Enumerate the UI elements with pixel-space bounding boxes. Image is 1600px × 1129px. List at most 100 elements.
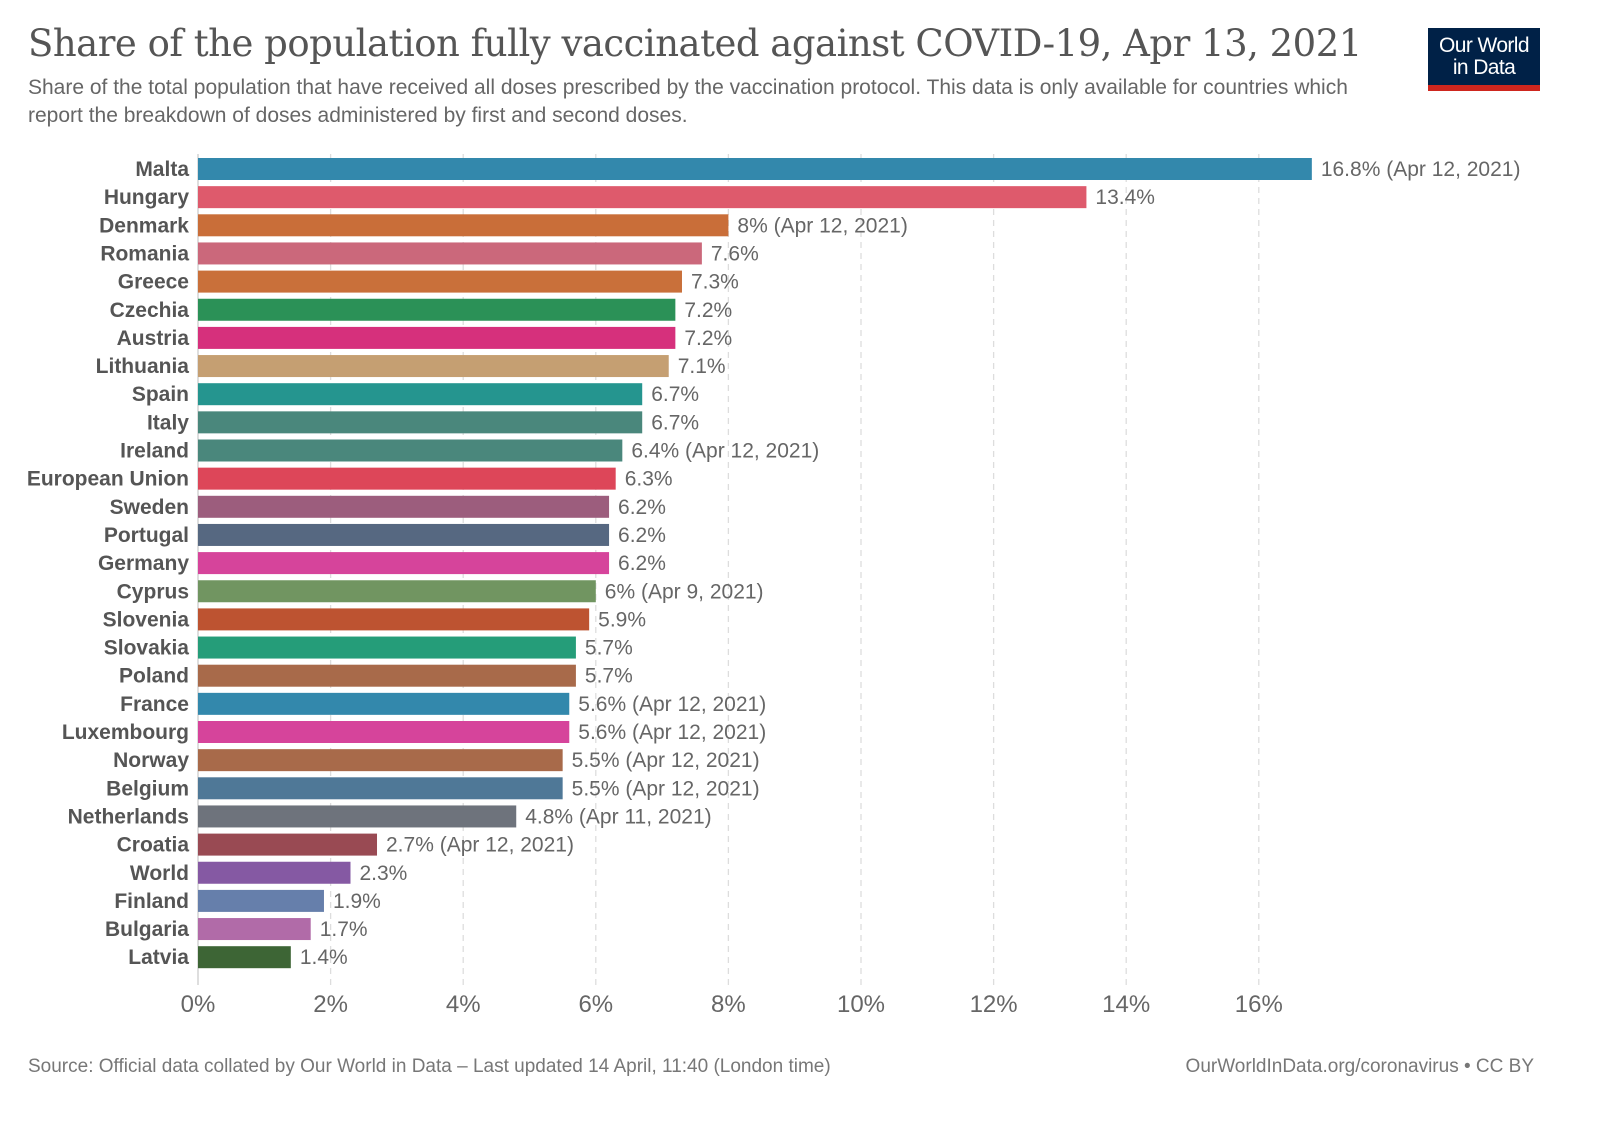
category-label: Portugal bbox=[104, 524, 189, 547]
category-label: Italy bbox=[147, 411, 189, 434]
value-label: 5.9% bbox=[598, 608, 646, 631]
category-label: Malta bbox=[135, 158, 189, 181]
bar-row[interactable]: Malta 16.8% (Apr 12, 2021) bbox=[135, 158, 1520, 181]
x-axis-ticks: 0% 2% 4% 6% 8% 10% 12% 14% 16% bbox=[181, 991, 1283, 1018]
bar-row[interactable]: Portugal 6.2% bbox=[104, 523, 666, 547]
value-label: 7.1% bbox=[678, 355, 726, 378]
bar[interactable] bbox=[198, 495, 610, 518]
category-label: Bulgaria bbox=[105, 918, 189, 941]
category-label: Latvia bbox=[128, 946, 189, 969]
value-label: 5.5% (Apr 12, 2021) bbox=[572, 749, 760, 772]
bar[interactable] bbox=[198, 664, 576, 687]
value-label: 6.7% bbox=[651, 411, 699, 434]
x-tick-label: 14% bbox=[1102, 991, 1150, 1018]
value-label: 6.7% bbox=[651, 383, 699, 406]
category-label: Cyprus bbox=[117, 580, 189, 603]
bar[interactable] bbox=[198, 467, 616, 490]
bar[interactable] bbox=[198, 749, 563, 772]
bar-row[interactable]: Croatia 2.7% (Apr 12, 2021) bbox=[117, 833, 574, 857]
value-label: 7.3% bbox=[691, 271, 739, 294]
bar-row[interactable]: Netherlands 4.8% (Apr 11, 2021) bbox=[68, 805, 712, 828]
footer-separator: • bbox=[1458, 1056, 1476, 1077]
owid-logo[interactable]: Our World in Data bbox=[1428, 28, 1540, 91]
bar[interactable] bbox=[198, 158, 1312, 180]
bar[interactable] bbox=[198, 242, 702, 265]
footer-credit: OurWorldInData.org/coronavirus • CC BY bbox=[1186, 1056, 1534, 1078]
bar-row[interactable]: Luxembourg 5.6% (Apr 12, 2021) bbox=[62, 721, 766, 744]
value-label: 5.6% (Apr 12, 2021) bbox=[578, 693, 766, 716]
bar[interactable] bbox=[198, 383, 643, 406]
bar-row[interactable]: Greece 7.3% bbox=[118, 270, 739, 294]
bar[interactable] bbox=[198, 580, 596, 603]
bar-row[interactable]: Spain 6.7% bbox=[132, 383, 699, 406]
category-label: Slovenia bbox=[103, 608, 190, 631]
bar-row[interactable]: European Union 6.3% bbox=[27, 467, 673, 491]
bar[interactable] bbox=[198, 721, 570, 743]
bar[interactable] bbox=[198, 608, 590, 631]
bar-row[interactable]: Belgium 5.5% (Apr 12, 2021) bbox=[106, 777, 760, 800]
bar[interactable] bbox=[198, 326, 676, 349]
bar-row[interactable]: Finland 1.9% bbox=[114, 889, 381, 913]
bar-row[interactable]: Poland 5.7% bbox=[119, 664, 633, 688]
bar[interactable] bbox=[198, 636, 576, 659]
bar[interactable] bbox=[198, 777, 563, 800]
bar-row[interactable]: World 2.3% bbox=[130, 861, 407, 885]
chart-title: Share of the population fully vaccinated… bbox=[28, 22, 1362, 65]
bar-row[interactable]: Denmark 8% (Apr 12, 2021) bbox=[99, 214, 908, 237]
category-label: Norway bbox=[113, 749, 189, 772]
bar-row[interactable]: Lithuania 7.1% bbox=[96, 355, 726, 378]
bar-row[interactable]: Germany 6.2% bbox=[98, 552, 666, 575]
bar[interactable] bbox=[198, 833, 378, 856]
bar-row[interactable]: Slovenia 5.9% bbox=[103, 608, 646, 631]
x-tick-label: 4% bbox=[446, 991, 481, 1018]
category-label: Austria bbox=[117, 327, 190, 350]
category-label: Croatia bbox=[117, 834, 190, 857]
x-tick-label: 12% bbox=[970, 991, 1018, 1018]
bar-row[interactable]: Slovakia 5.7% bbox=[104, 636, 633, 660]
bar-row[interactable]: France 5.6% (Apr 12, 2021) bbox=[120, 692, 766, 716]
bar[interactable] bbox=[198, 552, 610, 575]
bar[interactable] bbox=[198, 861, 351, 884]
bar[interactable] bbox=[198, 186, 1087, 209]
value-label: 13.4% bbox=[1095, 186, 1155, 209]
bar[interactable] bbox=[198, 270, 682, 293]
x-tick-label: 0% bbox=[181, 991, 216, 1018]
bar-row[interactable]: Ireland 6.4% (Apr 12, 2021) bbox=[120, 439, 819, 463]
bar[interactable] bbox=[198, 918, 311, 941]
bar-row[interactable]: Norway 5.5% (Apr 12, 2021) bbox=[113, 749, 760, 772]
bar[interactable] bbox=[198, 298, 676, 321]
category-label: Sweden bbox=[110, 496, 189, 519]
bar-row[interactable]: Romania 7.6% bbox=[100, 242, 759, 265]
owid-coronavirus-link[interactable]: OurWorldInData.org/coronavirus bbox=[1185, 1056, 1459, 1077]
bar[interactable] bbox=[198, 355, 669, 378]
bar[interactable] bbox=[198, 214, 729, 237]
chart-subtitle: Share of the total population that have … bbox=[28, 76, 1348, 127]
logo-line-1: Our World bbox=[1439, 33, 1530, 57]
x-tick-label: 2% bbox=[313, 991, 348, 1018]
bar[interactable] bbox=[198, 523, 610, 546]
bar[interactable] bbox=[198, 439, 623, 462]
bar[interactable] bbox=[198, 692, 570, 715]
value-label: 6.3% bbox=[625, 468, 673, 491]
value-label: 2.7% (Apr 12, 2021) bbox=[386, 834, 574, 857]
bar[interactable] bbox=[198, 946, 291, 969]
x-tick-label: 16% bbox=[1235, 991, 1283, 1018]
bar[interactable] bbox=[198, 411, 643, 434]
category-label: France bbox=[120, 693, 189, 716]
bar-row[interactable]: Latvia 1.4% bbox=[128, 946, 348, 969]
bar[interactable] bbox=[198, 889, 324, 912]
bar-row[interactable]: Czechia 7.2% bbox=[110, 298, 733, 322]
x-tick-label: 6% bbox=[578, 991, 613, 1018]
bar-row[interactable]: Italy 6.7% bbox=[147, 411, 699, 434]
bar-row[interactable]: Austria 7.2% bbox=[117, 326, 733, 350]
value-label: 6.2% bbox=[618, 552, 666, 575]
category-label: Slovakia bbox=[104, 637, 190, 660]
x-tick-label: 8% bbox=[711, 991, 746, 1018]
license-link[interactable]: CC BY bbox=[1475, 1056, 1534, 1077]
category-label: Czechia bbox=[110, 299, 190, 322]
bar[interactable] bbox=[198, 805, 517, 828]
bar-row[interactable]: Sweden 6.2% bbox=[110, 495, 666, 519]
bar-row[interactable]: Cyprus 6% (Apr 9, 2021) bbox=[117, 580, 764, 603]
bar-row[interactable]: Hungary 13.4% bbox=[104, 186, 1155, 209]
bar-row[interactable]: Bulgaria 1.7% bbox=[105, 918, 368, 941]
